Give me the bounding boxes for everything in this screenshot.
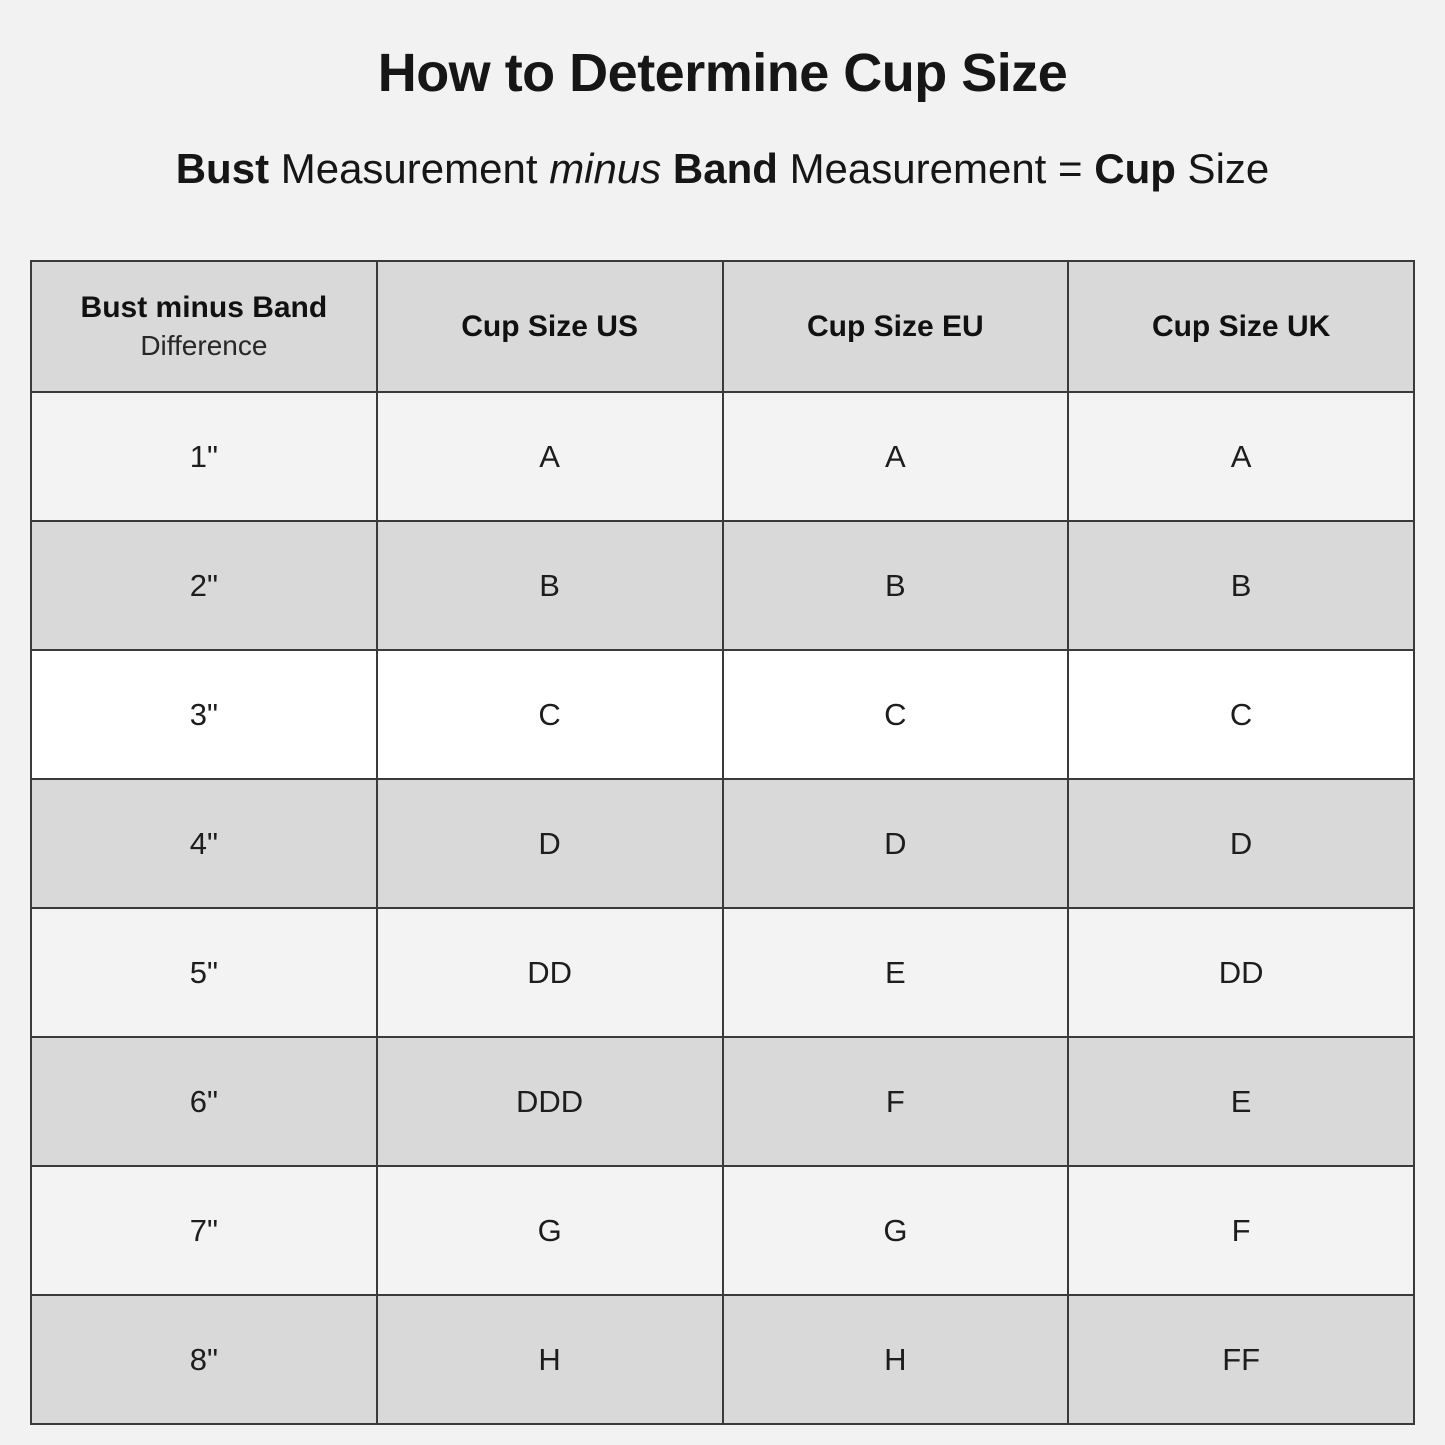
formula-equals: = bbox=[1058, 145, 1095, 193]
cell-cup-size-eu: B bbox=[721, 520, 1070, 651]
cell-cup-size-uk: F bbox=[1067, 1165, 1415, 1296]
page-title: How to Determine Cup Size bbox=[377, 43, 1068, 103]
formula-cup: Cup bbox=[1094, 145, 1176, 193]
cell-difference: 2" bbox=[30, 520, 378, 651]
cell-cup-size-eu: A bbox=[721, 391, 1070, 522]
formula-minus: minus bbox=[549, 145, 662, 193]
column-header-eu: Cup Size EU bbox=[721, 260, 1070, 393]
table-row: 7" G G F bbox=[30, 1165, 1415, 1296]
heading-block: How to Determine Cup Size Bust Measureme… bbox=[0, 0, 1445, 193]
cell-cup-size-eu: D bbox=[721, 778, 1070, 909]
cell-difference: 8" bbox=[30, 1294, 378, 1425]
formula-line: Bust Measurement minus Band Measurement … bbox=[0, 102, 1445, 192]
cell-cup-size-us: C bbox=[375, 649, 724, 780]
cell-cup-size-uk: B bbox=[1067, 520, 1415, 651]
cell-difference: 5" bbox=[30, 907, 378, 1038]
formula-bust: Bust bbox=[175, 145, 270, 193]
cell-cup-size-eu: H bbox=[721, 1294, 1070, 1425]
cell-difference: 7" bbox=[30, 1165, 378, 1296]
cell-cup-size-eu: E bbox=[721, 907, 1070, 1038]
cell-cup-size-us: DDD bbox=[375, 1036, 724, 1167]
column-header-us-label: Cup Size US bbox=[461, 309, 638, 343]
cell-cup-size-uk: D bbox=[1067, 778, 1415, 909]
formula-measurement-1: Measurement bbox=[269, 145, 550, 193]
cell-cup-size-us: D bbox=[375, 778, 724, 909]
formula-measurement-2: Measurement bbox=[777, 145, 1059, 193]
cell-cup-size-us: H bbox=[375, 1294, 724, 1425]
table-header: Bust minus Band Difference Cup Size US C… bbox=[30, 260, 1415, 393]
cell-cup-size-us: DD bbox=[375, 907, 724, 1038]
cell-difference: 6" bbox=[30, 1036, 378, 1167]
cell-difference: 4" bbox=[30, 778, 378, 909]
column-header-uk: Cup Size UK bbox=[1067, 260, 1415, 393]
table-row: 5" DD E DD bbox=[30, 907, 1415, 1038]
cell-cup-size-us: A bbox=[375, 391, 724, 522]
column-header-us: Cup Size US bbox=[375, 260, 724, 393]
cup-size-table-wrapper: Bust minus Band Difference Cup Size US C… bbox=[30, 260, 1415, 1425]
column-header-eu-label: Cup Size EU bbox=[807, 309, 984, 343]
formula-band: Band bbox=[661, 145, 778, 193]
column-header-difference: Bust minus Band Difference bbox=[30, 260, 378, 393]
cell-cup-size-uk: C bbox=[1067, 649, 1415, 780]
table-row: 4" D D D bbox=[30, 778, 1415, 909]
table-row: 8" H H FF bbox=[30, 1294, 1415, 1425]
column-header-uk-label: Cup Size UK bbox=[1151, 309, 1331, 343]
cell-cup-size-eu: F bbox=[721, 1036, 1070, 1167]
table-header-row: Bust minus Band Difference Cup Size US C… bbox=[30, 260, 1415, 393]
cell-cup-size-eu: G bbox=[721, 1165, 1070, 1296]
table-row: 2" B B B bbox=[30, 520, 1415, 651]
cell-cup-size-uk: E bbox=[1067, 1036, 1415, 1167]
cell-cup-size-uk: DD bbox=[1067, 907, 1415, 1038]
cell-difference: 3" bbox=[30, 649, 378, 780]
table-body: 1" A A A 2" B B B 3" C C C 4" D D D 5" DD E DD 6" DDD F E 7" G G F 8… bbox=[30, 391, 1415, 1425]
cell-cup-size-us: G bbox=[375, 1165, 724, 1296]
table-row: 6" DDD F E bbox=[30, 1036, 1415, 1167]
table-row: 3" C C C bbox=[30, 649, 1415, 780]
column-header-difference-sub: Difference bbox=[140, 329, 268, 361]
cell-cup-size-uk: FF bbox=[1067, 1294, 1415, 1425]
table-row: 1" A A A bbox=[30, 391, 1415, 522]
cup-size-table: Bust minus Band Difference Cup Size US C… bbox=[30, 260, 1415, 1425]
cell-cup-size-eu: C bbox=[721, 649, 1070, 780]
cell-cup-size-us: B bbox=[375, 520, 724, 651]
column-header-difference-main: Bust minus Band bbox=[80, 291, 328, 325]
cell-difference: 1" bbox=[30, 391, 378, 522]
cell-cup-size-uk: A bbox=[1067, 391, 1415, 522]
formula-size: Size bbox=[1175, 145, 1270, 193]
